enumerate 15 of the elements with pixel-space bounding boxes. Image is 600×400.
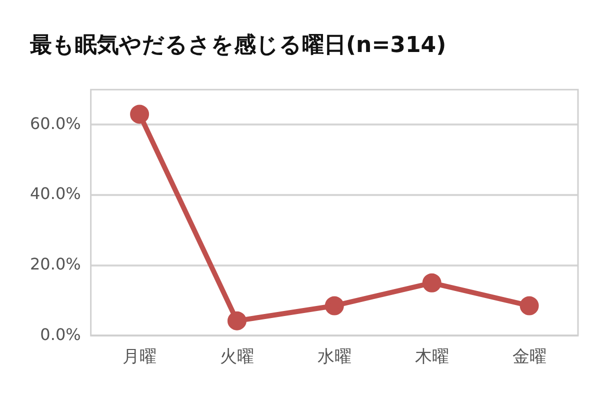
point — [130, 104, 150, 124]
point — [422, 273, 442, 292]
x-tick-label: 水曜 — [317, 347, 352, 368]
point — [520, 296, 539, 316]
x-tick-label: 火曜 — [220, 347, 254, 368]
y-tick-label: 0.0% — [40, 324, 81, 344]
x-tick-label: 月曜 — [122, 347, 157, 368]
point — [227, 311, 246, 330]
point — [324, 296, 344, 316]
chart-title: 最も眠気やだるさを感じる曜日(n=314) — [30, 32, 446, 60]
y-tick-label: 20.0% — [30, 254, 81, 274]
x-tick-label: 木曜 — [414, 347, 449, 368]
x-tick-label: 金曜 — [512, 347, 546, 368]
y-tick-label: 40.0% — [30, 184, 81, 204]
y-tick-label: 60.0% — [30, 114, 81, 133]
